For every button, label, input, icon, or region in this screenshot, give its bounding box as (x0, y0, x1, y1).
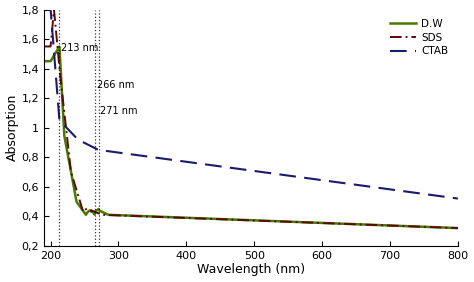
D.W (62, 139, 68, 142)
D.W (243, 218, 248, 222)
SDS (62, 118, 68, 122)
Legend: D.W, SDS, CTAB: D.W, SDS, CTAB (386, 15, 453, 60)
SDS (243, 219, 248, 222)
Text: 213 nm: 213 nm (61, 43, 98, 53)
SDS (231, 218, 237, 221)
Text: 266 nm: 266 nm (97, 80, 134, 90)
D.W (56, 45, 62, 48)
CTAB (62, 124, 68, 128)
SDS (443, 226, 449, 229)
X-axis label: Wavelength (nm): Wavelength (nm) (197, 263, 305, 276)
D.W (231, 218, 237, 221)
CTAB (231, 167, 237, 170)
SDS (41, 45, 46, 48)
D.W (455, 226, 461, 230)
SDS (51, 8, 57, 12)
SDS (455, 226, 461, 230)
SDS (367, 223, 373, 226)
D.W (443, 226, 449, 229)
Y-axis label: Absorption: Absorption (6, 94, 18, 161)
Line: SDS: SDS (44, 10, 458, 228)
SDS (443, 226, 449, 229)
Line: CTAB: CTAB (44, 10, 458, 199)
CTAB (443, 195, 449, 199)
CTAB (242, 168, 248, 171)
CTAB (455, 197, 461, 200)
Line: D.W: D.W (44, 47, 458, 228)
D.W (443, 226, 449, 229)
D.W (41, 60, 46, 63)
CTAB (443, 195, 448, 199)
CTAB (367, 185, 373, 188)
Text: 271 nm: 271 nm (100, 106, 137, 116)
D.W (367, 223, 373, 226)
CTAB (41, 8, 46, 11)
